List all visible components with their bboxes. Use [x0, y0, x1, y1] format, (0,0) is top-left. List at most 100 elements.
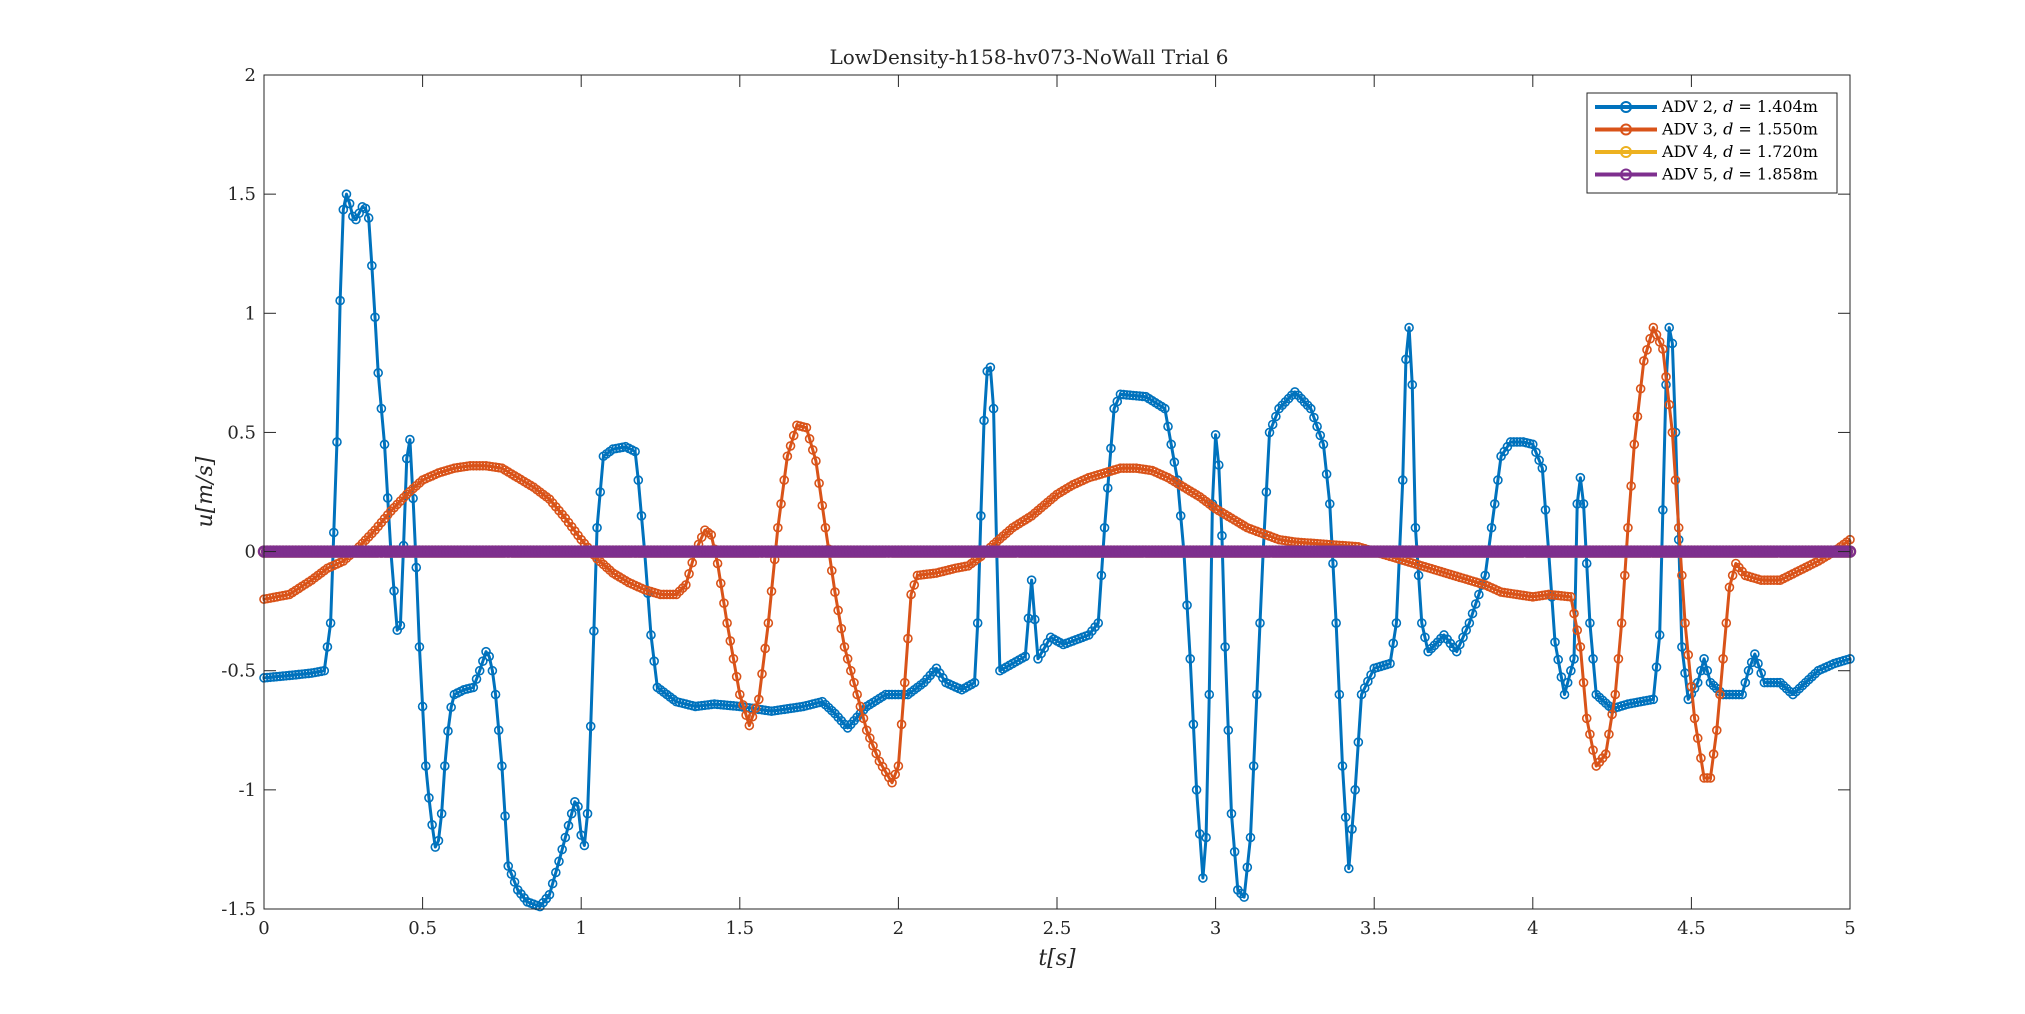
data-point-marker [417, 701, 428, 712]
data-point-marker [1740, 677, 1751, 688]
data-point-marker [1677, 642, 1687, 652]
y-tick-label: -0.5 [221, 661, 256, 682]
data-point-marker [715, 578, 726, 589]
data-point-marker [1566, 592, 1576, 602]
data-point-marker [1705, 773, 1716, 783]
x-tick-label: 0.5 [408, 918, 437, 939]
legend-label: ADV 2, d = 1.404m [1661, 97, 1818, 116]
data-point-marker [1467, 608, 1478, 619]
data-point-marker [1572, 625, 1583, 636]
data-point-marker [858, 713, 869, 724]
series-5 [257, 545, 1857, 558]
data-point-marker [1515, 437, 1525, 447]
data-point-marker [573, 801, 583, 812]
data-point-marker [1508, 437, 1519, 447]
data-point-marker [658, 589, 669, 600]
data-point-marker [852, 689, 862, 700]
data-point-marker [833, 605, 843, 616]
data-point-marker [493, 725, 504, 736]
data-point-marker [728, 701, 739, 711]
data-point-marker [1121, 390, 1132, 400]
data-point-marker [1769, 677, 1779, 688]
data-point-marker [478, 656, 488, 666]
data-point-marker [1753, 658, 1763, 669]
data-point-marker [275, 671, 285, 682]
data-point-marker [433, 835, 444, 846]
data-point-marker [1708, 749, 1719, 759]
data-point-marker [1702, 773, 1713, 783]
legend-entry: ADV 4, d = 1.720m [1595, 142, 1818, 161]
data-point-marker [1547, 589, 1557, 600]
data-point-marker [1534, 455, 1544, 466]
data-point-marker [1118, 389, 1129, 400]
data-point-marker [1734, 689, 1744, 700]
data-point-marker [1334, 689, 1345, 700]
data-point-marker [1388, 638, 1399, 649]
data-point-marker [890, 689, 901, 700]
data-point-marker [1331, 540, 1341, 550]
data-point-marker [1664, 399, 1674, 410]
data-point-marker [636, 511, 647, 521]
data-point-marker [687, 557, 698, 568]
data-point-marker [1756, 575, 1766, 585]
data-point-marker [830, 587, 840, 597]
data-point-marker [271, 671, 282, 682]
data-point-marker [1642, 345, 1652, 355]
data-point-marker [1765, 575, 1776, 585]
data-point-marker [1093, 618, 1104, 628]
data-point-marker [1648, 694, 1659, 705]
data-point-marker [506, 869, 517, 879]
data-point-marker [427, 820, 437, 830]
data-point-marker [766, 586, 777, 597]
data-point-marker [1248, 761, 1259, 771]
data-point-marker [868, 740, 878, 751]
data-point-marker [1220, 642, 1230, 652]
data-point-marker [1559, 591, 1570, 601]
data-point-marker [1731, 689, 1741, 700]
data-point-marker [1410, 522, 1421, 533]
data-point-marker [1654, 630, 1665, 640]
data-point-marker [1658, 505, 1668, 515]
data-point-marker [1762, 575, 1773, 585]
data-point-marker [861, 725, 872, 736]
series-2 [259, 189, 1855, 912]
x-tick-label: 5 [1844, 918, 1855, 939]
data-point-marker [1128, 390, 1138, 401]
data-point-marker [382, 493, 393, 503]
legend-label: ADV 4, d = 1.720m [1661, 142, 1818, 161]
data-point-marker [817, 500, 828, 511]
data-point-marker [1702, 665, 1713, 676]
data-point-marker [855, 701, 866, 712]
data-point-marker [322, 642, 333, 652]
data-point-marker [722, 700, 732, 711]
data-point-marker [1762, 677, 1773, 688]
series-3 [259, 322, 1855, 788]
data-point-marker [1169, 457, 1180, 468]
axis-ticks: 0 0.5 1 1.5 2 2.5 3 3.5 4 4.5 5 -1.5 -1 -0.5 0 0.5 1 1.5 2 [221, 65, 1855, 939]
data-point-marker [1556, 672, 1567, 682]
data-point-marker [865, 733, 875, 743]
data-point-marker [1683, 650, 1694, 660]
data-point-marker [471, 674, 482, 684]
data-point-marker [1213, 460, 1224, 470]
x-tick-label: 1 [575, 918, 586, 939]
data-point-marker [411, 562, 422, 573]
data-point-marker [1667, 338, 1678, 349]
data-point-marker [1664, 322, 1674, 333]
data-point-marker [484, 651, 495, 662]
x-tick-label: 2.5 [1043, 918, 1072, 939]
data-point-marker [379, 439, 390, 450]
data-point-marker [1692, 733, 1703, 744]
data-point-marker [1550, 637, 1560, 647]
data-point-marker [1404, 322, 1414, 333]
data-point-marker [1651, 662, 1662, 672]
legend-label: ADV 5, d = 1.858m [1661, 165, 1818, 184]
data-point-marker [811, 456, 821, 466]
data-point-marker [1182, 600, 1192, 610]
data-point-marker [804, 433, 815, 444]
data-point-marker [474, 665, 485, 676]
legend-swatch-marker [1620, 146, 1632, 158]
data-point-marker [1619, 570, 1630, 581]
data-point-marker [1115, 463, 1126, 473]
data-point-marker [1416, 618, 1427, 628]
